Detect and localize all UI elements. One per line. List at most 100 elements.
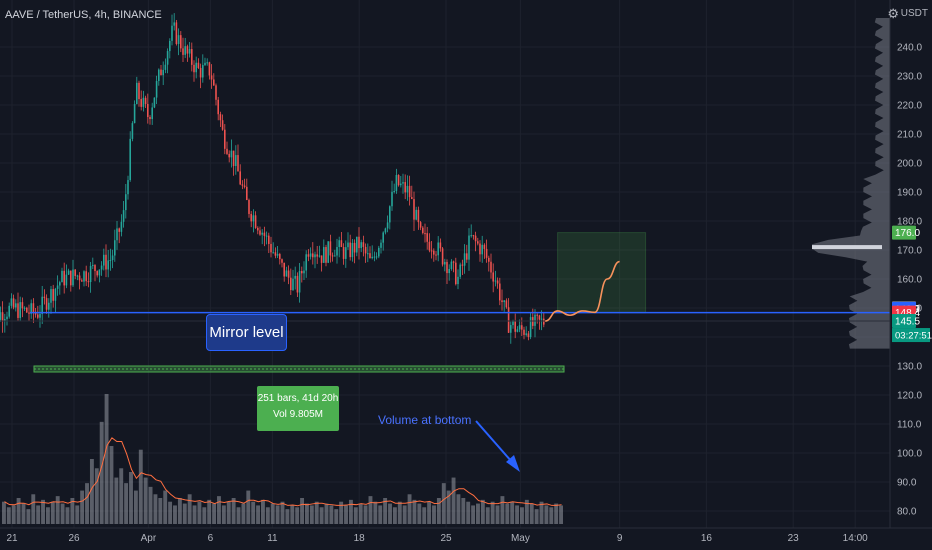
candle-body bbox=[70, 270, 72, 286]
candle-body bbox=[116, 228, 118, 241]
candle-body bbox=[512, 320, 514, 326]
mirror-level-label[interactable]: Mirror level bbox=[206, 314, 287, 351]
time-axis[interactable]: 21 26 Apr 6 11 18 25 May 9 16 23 14:00 bbox=[0, 527, 932, 544]
price-tick-label: 120.0 bbox=[897, 391, 922, 402]
volume-bar bbox=[197, 501, 202, 524]
volume-bar bbox=[529, 503, 534, 524]
volume-bar bbox=[85, 483, 89, 524]
volume-profile-poc bbox=[812, 245, 882, 250]
price-tick-label: 130.0 bbox=[897, 362, 922, 373]
candle-body bbox=[534, 314, 536, 326]
candle-body bbox=[230, 150, 233, 158]
candle-body bbox=[237, 155, 239, 172]
volume-bar bbox=[221, 505, 226, 524]
range-info-box[interactable]: 251 bars, 41d 20h Vol 9.805M bbox=[257, 386, 339, 431]
candle-body bbox=[114, 240, 116, 256]
candle-body bbox=[349, 242, 351, 258]
candle-body bbox=[74, 269, 76, 276]
candle-body bbox=[499, 283, 501, 301]
volume-bar bbox=[304, 503, 309, 524]
volume-bar bbox=[432, 505, 436, 524]
candle-body bbox=[206, 62, 208, 64]
candle-body bbox=[147, 104, 149, 118]
candle-body bbox=[45, 298, 48, 310]
volume-bar bbox=[427, 501, 432, 524]
price-tick-label: 100.0 bbox=[897, 449, 922, 460]
candle-body bbox=[428, 241, 431, 251]
candle-body bbox=[353, 242, 356, 253]
candle-body bbox=[10, 298, 13, 306]
candle-body bbox=[210, 75, 213, 80]
candle-body bbox=[494, 280, 497, 282]
candle-body bbox=[21, 302, 24, 309]
candle-body bbox=[461, 264, 464, 266]
candle-body bbox=[78, 275, 81, 281]
price-tick-label: 170.0 bbox=[897, 246, 922, 257]
price-axis[interactable]: 80.090.0100.0110.0120.0130.0140.0150.016… bbox=[889, 0, 932, 550]
volume-bar bbox=[353, 507, 358, 524]
volume-bar bbox=[75, 505, 80, 524]
candle-body bbox=[373, 256, 376, 258]
volume-bar bbox=[329, 505, 334, 524]
volume-bar bbox=[16, 498, 21, 524]
candle-body bbox=[276, 254, 279, 256]
volume-bar bbox=[358, 503, 363, 524]
candle-body bbox=[316, 254, 318, 257]
time-tick-label: 16 bbox=[701, 533, 713, 544]
volume-bar bbox=[45, 507, 50, 524]
candle-body bbox=[455, 262, 457, 285]
candle-body bbox=[384, 228, 387, 233]
mirror-level-line[interactable] bbox=[0, 311, 890, 322]
candle-body bbox=[0, 312, 2, 320]
time-tick-label: 26 bbox=[68, 533, 80, 544]
volume-bar bbox=[207, 499, 212, 524]
candle-body bbox=[87, 281, 90, 283]
time-tick-label: 18 bbox=[354, 533, 366, 544]
price-badge bbox=[892, 225, 916, 240]
symbol-title[interactable]: AAVE / TetherUS, 4h, BINANCE bbox=[5, 9, 162, 21]
price-tick-label: 90.0 bbox=[897, 478, 917, 489]
candle-body bbox=[155, 81, 158, 98]
candle-body bbox=[221, 120, 224, 130]
volume-profile bbox=[812, 18, 890, 349]
candle-body bbox=[441, 248, 444, 265]
candle-body bbox=[12, 298, 15, 308]
candle-body bbox=[15, 303, 17, 308]
time-tick-label: 9 bbox=[617, 533, 623, 544]
candle-body bbox=[1, 312, 4, 322]
volume-bar bbox=[490, 501, 495, 524]
volume-bar bbox=[549, 507, 554, 524]
candle-body bbox=[536, 314, 538, 316]
candle-body bbox=[296, 275, 299, 293]
candle-body bbox=[336, 247, 338, 256]
candle-body bbox=[364, 246, 367, 254]
candle-body bbox=[371, 256, 373, 259]
candle-body bbox=[514, 320, 516, 332]
volume-bar bbox=[241, 503, 246, 524]
volume-bar bbox=[480, 499, 485, 524]
candle-body bbox=[85, 271, 87, 282]
candle-body bbox=[28, 312, 30, 314]
projection-path[interactable] bbox=[545, 260, 620, 322]
volume-bar bbox=[187, 494, 192, 524]
volume-note[interactable]: Volume at bottom bbox=[378, 413, 472, 427]
volume-bar bbox=[373, 501, 378, 524]
candle-body bbox=[184, 46, 186, 55]
candle-body bbox=[76, 275, 79, 277]
volume-bar bbox=[397, 501, 402, 524]
volume-bar bbox=[451, 477, 456, 524]
volume-bar bbox=[261, 499, 265, 524]
volume-bar bbox=[407, 494, 412, 524]
settings-gear-icon[interactable]: ⚙ bbox=[887, 6, 899, 21]
candle-body bbox=[175, 22, 178, 44]
volume-bar bbox=[6, 507, 11, 524]
candle-body bbox=[250, 213, 252, 222]
candle-body bbox=[450, 261, 453, 270]
volume-bar bbox=[21, 503, 26, 524]
candle-body bbox=[287, 270, 290, 278]
price-tick-label: 160.0 bbox=[897, 275, 922, 286]
candle-body bbox=[325, 247, 327, 263]
candle-body bbox=[98, 269, 101, 276]
candle-body bbox=[347, 242, 349, 248]
